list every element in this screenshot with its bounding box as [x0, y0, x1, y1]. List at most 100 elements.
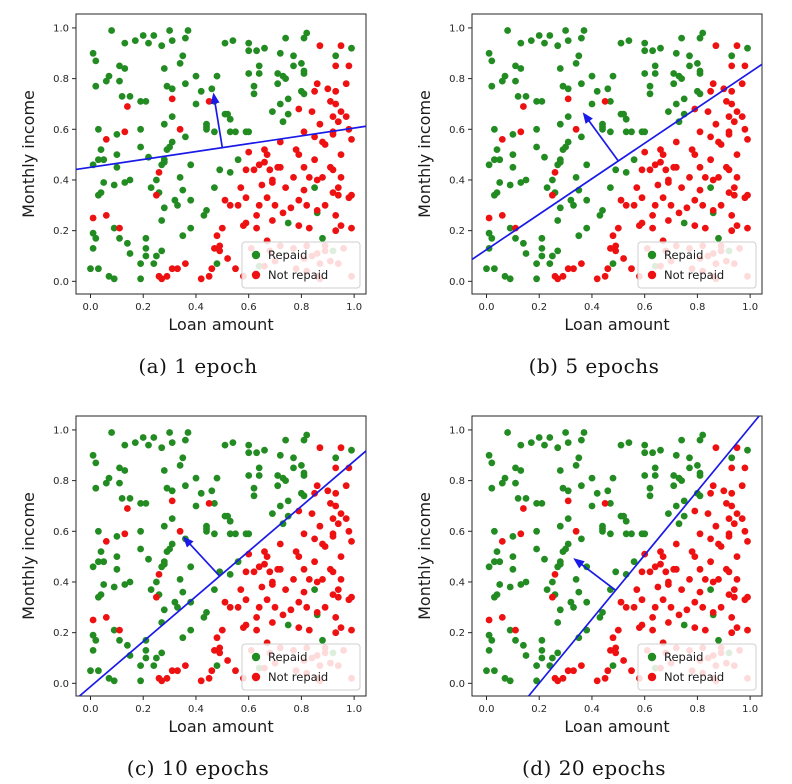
data-point — [292, 146, 300, 154]
data-point — [100, 581, 108, 588]
data-point — [728, 212, 736, 219]
data-point — [556, 467, 564, 474]
data-point — [683, 204, 691, 212]
data-point — [520, 505, 527, 512]
data-point — [321, 603, 329, 611]
data-point — [604, 265, 612, 273]
data-point — [102, 538, 110, 545]
data-point — [498, 136, 506, 143]
data-point — [250, 492, 258, 500]
data-point — [255, 70, 263, 77]
data-point — [665, 176, 672, 184]
data-point — [672, 540, 680, 548]
data-point — [617, 512, 625, 520]
data-point — [646, 484, 654, 492]
legend-label: Repaid — [268, 650, 307, 664]
subplot-c-caption: (c) 10 epochs — [126, 756, 270, 780]
data-point — [137, 677, 144, 685]
data-point — [158, 444, 166, 452]
data-point — [578, 436, 585, 444]
y-tick-label: 0.8 — [53, 74, 69, 85]
data-point — [583, 224, 591, 232]
data-point — [733, 108, 741, 115]
data-point — [168, 540, 176, 548]
data-point — [205, 500, 213, 507]
data-point — [630, 603, 638, 611]
data-point — [491, 667, 498, 675]
data-point — [728, 614, 736, 621]
data-point — [232, 667, 239, 675]
data-point — [680, 219, 688, 227]
data-point — [232, 265, 239, 273]
data-point — [348, 593, 355, 601]
data-point — [319, 636, 326, 644]
data-point — [124, 103, 131, 110]
data-point — [725, 515, 733, 522]
data-point — [651, 603, 659, 611]
data-point — [533, 125, 540, 133]
data-point — [245, 148, 253, 156]
data-point — [741, 62, 749, 70]
data-point — [733, 624, 741, 631]
data-point — [520, 239, 527, 247]
y-tick-label: 0.6 — [53, 527, 69, 538]
data-point — [680, 621, 688, 629]
data-point — [263, 151, 271, 159]
data-point — [179, 454, 187, 462]
data-point — [665, 217, 672, 224]
data-point — [92, 82, 100, 90]
data-point — [221, 39, 229, 47]
data-point — [237, 586, 245, 593]
legend-label: Repaid — [664, 248, 703, 262]
data-point — [704, 108, 712, 115]
data-point — [313, 482, 321, 490]
data-point — [287, 204, 295, 212]
data-point — [646, 166, 654, 174]
x-axis-label: Loan amount — [168, 717, 273, 736]
data-point — [126, 250, 134, 257]
scatter-chart-c: 0.0 0.2 0.4 0.6 0.8 1.0 0.0 0.2 0.4 0.6 0.8 1.0 Loan… — [20, 415, 367, 736]
data-point — [110, 181, 118, 189]
data-point — [284, 95, 292, 103]
data-point — [662, 568, 670, 576]
data-point — [533, 275, 540, 283]
data-point — [253, 224, 260, 232]
data-point — [641, 70, 649, 77]
data-point — [651, 161, 659, 169]
data-point — [319, 174, 326, 181]
data-point — [570, 667, 577, 675]
data-point — [332, 62, 340, 70]
data-point — [725, 166, 733, 174]
data-point — [337, 624, 345, 631]
data-point — [153, 252, 160, 260]
data-point — [216, 247, 224, 255]
data-point — [213, 634, 221, 642]
data-point — [311, 535, 318, 543]
data-point — [290, 174, 297, 181]
data-point — [182, 260, 189, 267]
data-point — [491, 265, 498, 273]
data-point — [651, 70, 659, 77]
data-point — [276, 451, 284, 459]
y-tick-label: 0.0 — [449, 679, 465, 690]
data-point — [709, 609, 717, 616]
data-point — [253, 626, 260, 634]
data-point — [197, 87, 205, 95]
data-point — [290, 464, 297, 472]
data-point — [200, 614, 208, 621]
subplot-b: 0.0 0.2 0.4 0.6 0.8 1.0 0.0 0.2 0.4 0.6 0.8 1.0 Loan… — [396, 0, 792, 392]
data-point — [163, 272, 171, 280]
decision-boundary-line — [78, 450, 367, 697]
data-point — [89, 49, 97, 57]
data-point — [485, 451, 493, 459]
data-point — [725, 189, 733, 197]
data-point — [580, 27, 588, 34]
data-point — [572, 174, 580, 181]
data-point — [575, 52, 583, 60]
data-point — [213, 474, 221, 482]
data-point — [176, 174, 184, 181]
data-point — [641, 148, 649, 156]
data-point — [155, 571, 163, 578]
data-point — [182, 482, 189, 490]
y-tick-label: 0.6 — [449, 125, 465, 136]
